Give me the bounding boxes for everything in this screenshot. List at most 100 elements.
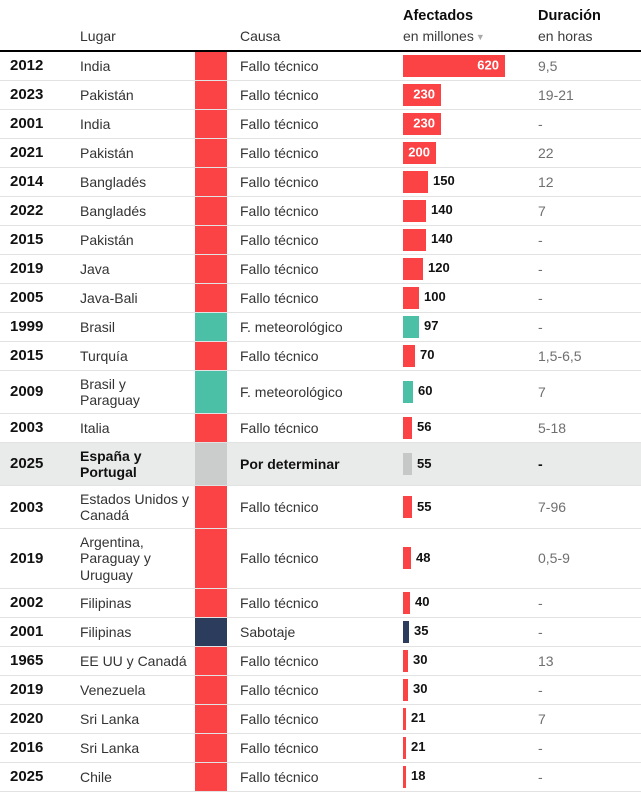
cause-cell: Fallo técnico [240, 739, 319, 756]
bar-value-label-outside: 30 [413, 681, 428, 697]
cause-cell: Fallo técnico [240, 115, 319, 132]
affected-bar [403, 765, 406, 788]
year-cell: 2003 [10, 498, 44, 516]
table-row: 2019 Java Fallo técnico 120 - [0, 254, 641, 284]
place-cell: Bangladés [80, 202, 147, 219]
cause-cell: Sabotaje [240, 623, 296, 640]
cause-cell: Fallo técnico [240, 289, 319, 306]
bar-value-label-outside: 140 [431, 231, 453, 247]
table-header: Lugar Causa Afectados en millones ▼ Durac… [0, 0, 641, 52]
place-cell: Bangladés [80, 173, 147, 190]
duration-cell: 7-96 [538, 499, 567, 516]
cause-cell: F. meteorológico [240, 383, 343, 400]
table-row: 2001 Filipinas Sabotaje 35 - [0, 617, 641, 647]
table-row: 2021 Pakistán Fallo técnico 200 22 [0, 138, 641, 168]
cause-color-stripe [195, 312, 227, 341]
affected-bar-cell: 30 [403, 676, 538, 704]
table-row: 2009 Brasil y Paraguay F. meteorológico … [0, 370, 641, 414]
cause-cell: Fallo técnico [240, 768, 319, 785]
cause-color-stripe [195, 109, 227, 138]
place-cell: Pakistán [80, 144, 134, 161]
table-row: 2019 Venezuela Fallo técnico 30 - [0, 675, 641, 705]
cause-cell: Fallo técnico [240, 681, 319, 698]
affected-bar-cell: 97 [403, 313, 538, 341]
affected-bar [403, 736, 406, 759]
bar-value-label-outside: 48 [416, 550, 431, 565]
place-cell: Argentina, Paraguay y Uruguay [80, 534, 151, 583]
duration-cell: 13 [538, 652, 554, 669]
table-row: 2014 Bangladés Fallo técnico 150 12 [0, 167, 641, 197]
affected-bar: 200 [403, 141, 436, 164]
sort-descending-icon[interactable]: ▼ [475, 31, 485, 42]
table-row: 1965 EE UU y Canadá Fallo técnico 30 13 [0, 646, 641, 676]
affected-bar-cell: 21 [403, 705, 538, 733]
bar-value-label-outside: 140 [431, 202, 453, 218]
affected-bar [403, 228, 426, 251]
affected-bar [403, 591, 410, 614]
affected-bar-cell: 70 [403, 342, 538, 370]
place-cell: Brasil [80, 318, 116, 335]
bar-value-label-inside: 200 [408, 144, 430, 160]
duration-cell: 5-18 [538, 419, 567, 436]
place-cell: Pakistán [80, 86, 134, 103]
year-cell: 2015 [10, 231, 44, 249]
affected-bar-cell: 40 [403, 589, 538, 617]
table-row: 2022 Bangladés Fallo técnico 140 7 [0, 196, 641, 226]
table-row: 1999 Brasil F. meteorológico 97 - [0, 312, 641, 342]
cause-cell: Fallo técnico [240, 173, 319, 190]
affected-bar [403, 416, 412, 439]
table-row: 2003 Italia Fallo técnico 56 5-18 [0, 413, 641, 443]
affected-bar [403, 547, 411, 570]
cause-color-stripe [195, 167, 227, 196]
bar-value-label-outside: 30 [413, 652, 428, 668]
bar-value-label-outside: 35 [414, 623, 429, 639]
duration-cell: 7 [538, 202, 546, 219]
affected-bar [403, 620, 409, 643]
duration-cell: - [538, 115, 543, 132]
place-cell: Pakistán [80, 231, 134, 248]
cause-color-stripe [195, 486, 227, 529]
table-row: 2001 India Fallo técnico 230 - [0, 109, 641, 139]
duration-cell: - [538, 768, 543, 785]
cause-cell: Fallo técnico [240, 347, 319, 364]
year-cell: 2023 [10, 86, 44, 104]
affected-bar-cell: 140 [403, 197, 538, 225]
cause-cell: F. meteorológico [240, 318, 343, 335]
duration-cell: 7 [538, 383, 546, 400]
duration-cell: - [538, 260, 543, 277]
header-afectados[interactable]: Afectados en millones ▼ [403, 8, 538, 44]
cause-color-stripe [195, 704, 227, 733]
table-row: 2025 Chile Fallo técnico 18 - [0, 762, 641, 792]
cause-color-stripe [195, 675, 227, 704]
affected-bar: 620 [403, 54, 505, 77]
duration-cell: - [538, 594, 543, 611]
cause-color-stripe [195, 51, 227, 80]
cause-color-stripe [195, 588, 227, 617]
table-row: 2016 Sri Lanka Fallo técnico 21 - [0, 733, 641, 763]
place-cell: Filipinas [80, 623, 132, 640]
affected-bar [403, 257, 423, 280]
year-cell: 1999 [10, 318, 44, 336]
duration-cell: 12 [538, 173, 554, 190]
year-cell: 2025 [10, 455, 44, 473]
place-cell: EE UU y Canadá [80, 652, 187, 669]
header-duracion-subtitle: en horas [538, 27, 593, 44]
table-row: 2015 Pakistán Fallo técnico 140 - [0, 225, 641, 255]
duration-cell: 19-21 [538, 86, 574, 103]
cause-color-stripe [195, 370, 227, 413]
cause-cell: Fallo técnico [240, 260, 319, 277]
affected-bar [403, 286, 419, 309]
cause-cell: Fallo técnico [240, 86, 319, 103]
bar-value-label-inside: 230 [413, 86, 435, 102]
year-cell: 1965 [10, 651, 44, 669]
bar-value-label-outside: 21 [411, 710, 426, 726]
place-cell: Estados Unidos y Canadá [80, 491, 189, 524]
affected-bar-cell: 620 [403, 52, 538, 80]
place-cell: India [80, 115, 111, 132]
cause-color-stripe [195, 762, 227, 791]
place-cell: India [80, 57, 111, 74]
duration-cell: 7 [538, 710, 546, 727]
duration-cell: 1,5-6,5 [538, 347, 582, 364]
duration-cell: 9,5 [538, 57, 558, 74]
affected-bar-cell: 200 [403, 139, 538, 167]
